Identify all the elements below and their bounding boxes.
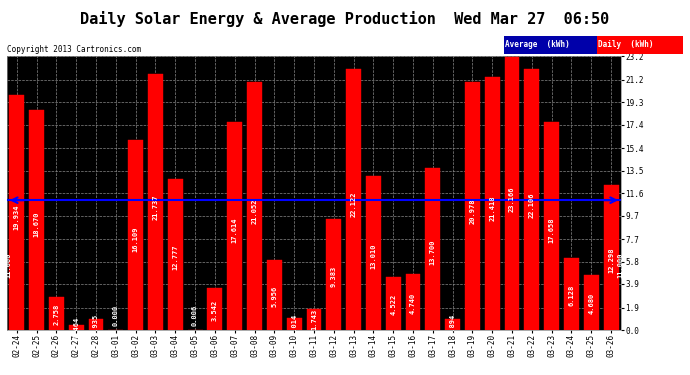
- Text: 13.700: 13.700: [430, 240, 436, 265]
- Bar: [306, 309, 322, 330]
- Bar: [247, 82, 262, 330]
- Text: Copyright 2013 Cartronics.com: Copyright 2013 Cartronics.com: [7, 45, 141, 54]
- Bar: [69, 324, 83, 330]
- Bar: [267, 260, 282, 330]
- Bar: [49, 297, 64, 330]
- Text: 3.542: 3.542: [212, 299, 218, 321]
- Text: 22.122: 22.122: [351, 192, 357, 217]
- Text: 4.740: 4.740: [410, 292, 416, 314]
- Bar: [485, 77, 500, 330]
- Text: 0.000: 0.000: [113, 305, 119, 327]
- Bar: [544, 122, 559, 330]
- Text: 20.978: 20.978: [469, 198, 475, 224]
- Bar: [386, 277, 401, 330]
- Bar: [88, 319, 104, 330]
- Bar: [148, 74, 163, 330]
- Text: 17.658: 17.658: [549, 217, 555, 243]
- Bar: [604, 185, 618, 330]
- Text: 4.680: 4.680: [589, 293, 594, 314]
- Bar: [128, 140, 143, 330]
- Text: Daily Solar Energy & Average Production  Wed Mar 27  06:50: Daily Solar Energy & Average Production …: [80, 11, 610, 27]
- Bar: [326, 219, 341, 330]
- Text: 16.109: 16.109: [132, 226, 139, 252]
- Text: 18.670: 18.670: [34, 211, 39, 237]
- Text: 0.894: 0.894: [450, 314, 455, 335]
- Text: 1.743: 1.743: [311, 309, 317, 330]
- Text: 2.758: 2.758: [53, 304, 59, 325]
- Bar: [564, 258, 579, 330]
- Bar: [366, 177, 381, 330]
- Text: 12.298: 12.298: [608, 248, 614, 273]
- Text: Average  (kWh): Average (kWh): [505, 40, 570, 49]
- Text: 19.934: 19.934: [14, 204, 20, 230]
- Text: Daily  (kWh): Daily (kWh): [598, 40, 653, 49]
- Bar: [227, 122, 242, 330]
- Bar: [445, 320, 460, 330]
- Bar: [584, 275, 599, 330]
- Bar: [10, 95, 24, 330]
- Bar: [504, 57, 520, 330]
- Text: 11.000: 11.000: [617, 252, 623, 278]
- Bar: [208, 288, 222, 330]
- Text: 0.464: 0.464: [73, 316, 79, 338]
- Bar: [168, 179, 183, 330]
- Bar: [465, 82, 480, 330]
- Text: 17.614: 17.614: [232, 217, 238, 243]
- Text: 6.128: 6.128: [569, 285, 575, 306]
- Text: 13.010: 13.010: [371, 244, 376, 269]
- Bar: [346, 69, 361, 330]
- Bar: [524, 69, 540, 330]
- Text: 11.000: 11.000: [5, 252, 11, 278]
- Bar: [29, 110, 44, 330]
- Text: 21.052: 21.052: [252, 198, 257, 223]
- Text: 22.106: 22.106: [529, 192, 535, 217]
- Text: 9.383: 9.383: [331, 266, 337, 288]
- Text: 0.006: 0.006: [192, 305, 198, 326]
- Text: 4.522: 4.522: [390, 294, 396, 315]
- Bar: [287, 318, 302, 330]
- Bar: [406, 274, 420, 330]
- Bar: [425, 168, 440, 330]
- Text: 1.014: 1.014: [291, 314, 297, 334]
- Text: 21.737: 21.737: [152, 194, 159, 220]
- Text: 0.935: 0.935: [93, 314, 99, 335]
- Text: 5.956: 5.956: [271, 286, 277, 307]
- Text: 12.777: 12.777: [172, 245, 178, 270]
- Text: 21.418: 21.418: [489, 196, 495, 222]
- Text: 23.166: 23.166: [509, 186, 515, 211]
